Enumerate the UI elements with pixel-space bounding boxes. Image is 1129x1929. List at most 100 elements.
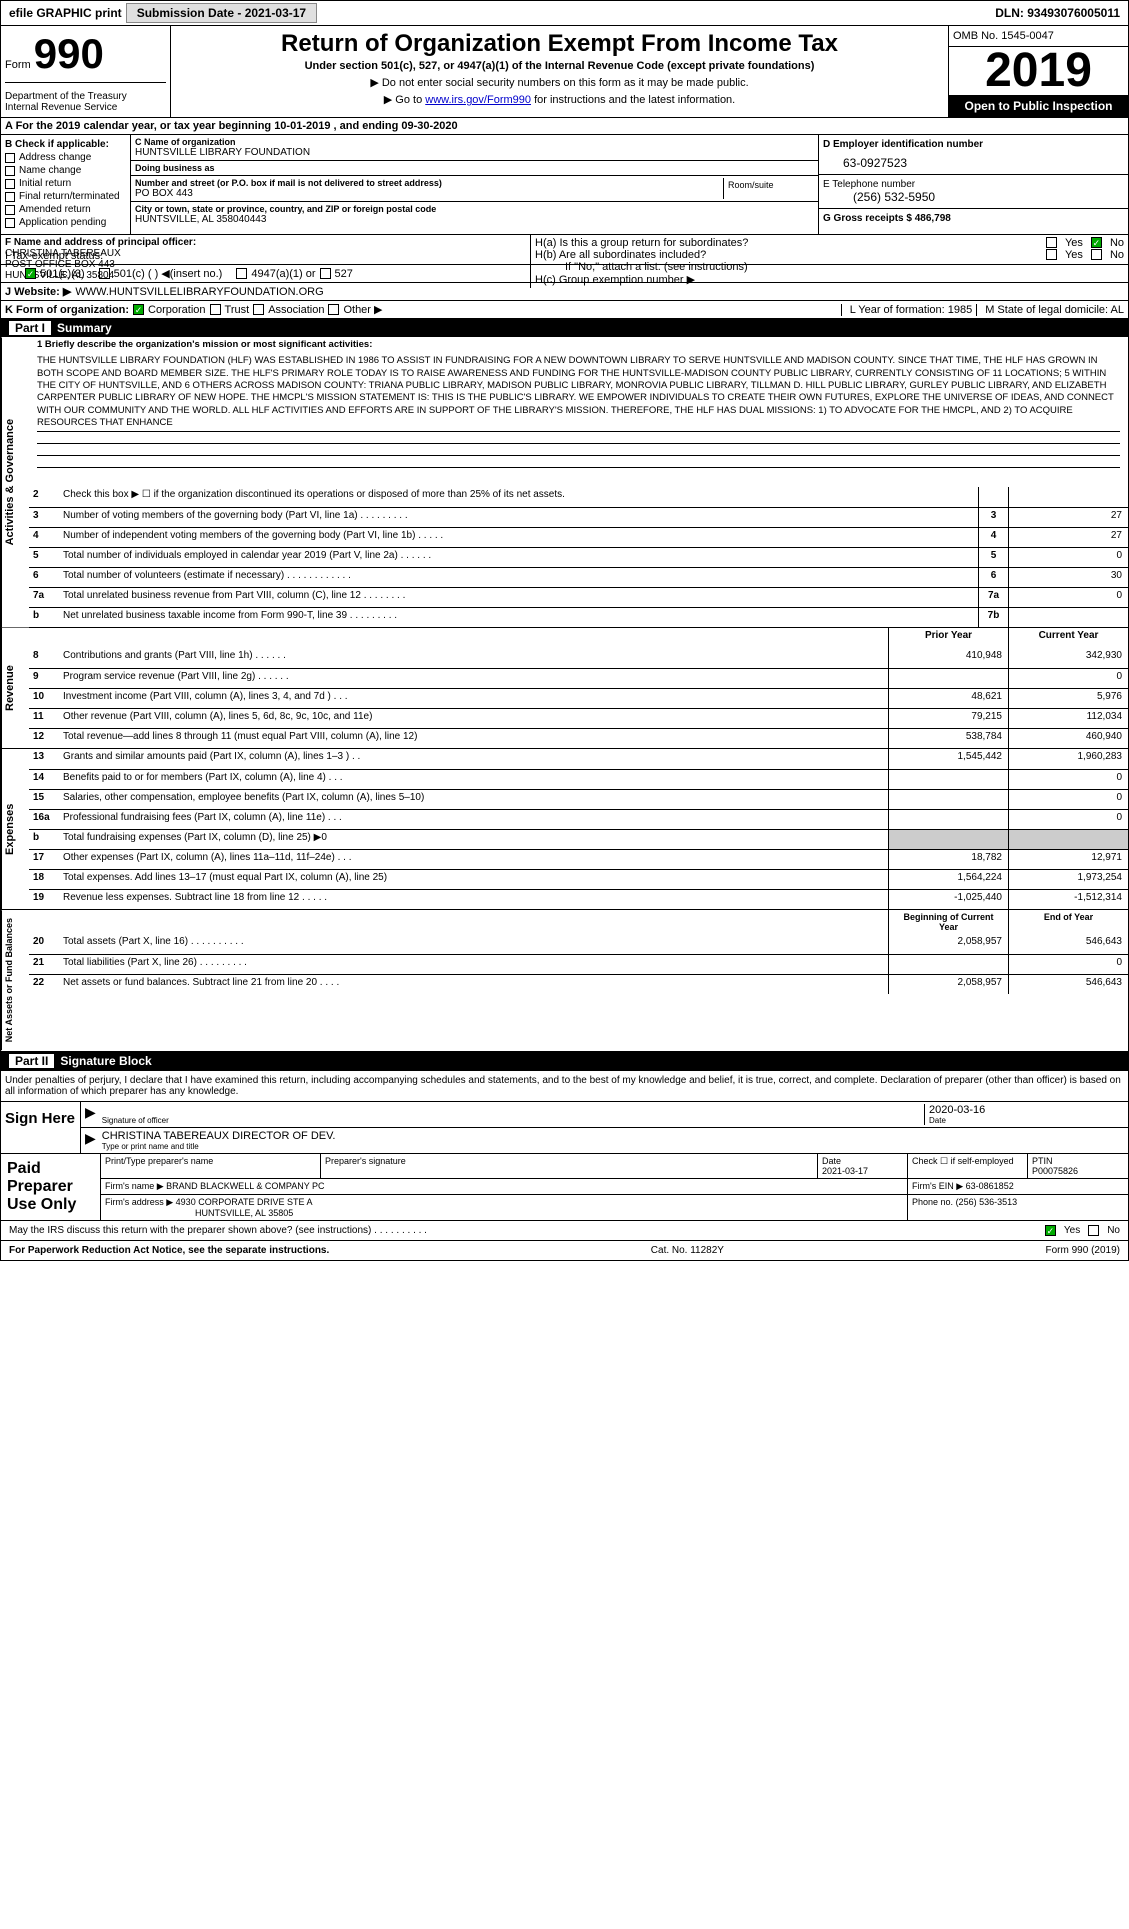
org-name-label: C Name of organization [135, 137, 814, 147]
website-value: WWW.HUNTSVILLELIBRARYFOUNDATION.ORG [75, 286, 323, 298]
line-desc: Total expenses. Add lines 13–17 (must eq… [59, 870, 888, 889]
line-desc: Program service revenue (Part VIII, line… [59, 669, 888, 688]
line-desc: Number of independent voting members of … [59, 528, 978, 547]
current-value: 0 [1008, 955, 1128, 974]
firm-ein: 63-0861852 [966, 1181, 1014, 1191]
line-num: 16a [29, 810, 59, 829]
column-b: B Check if applicable: Address change Na… [1, 135, 131, 234]
efile-label: efile GRAPHIC print [9, 6, 122, 20]
line-value: 0 [1008, 548, 1128, 567]
line-num: 9 [29, 669, 59, 688]
prior-value: 2,058,957 [888, 975, 1008, 994]
print-name-label: Type or print name and title [102, 1142, 1124, 1151]
check-name-change[interactable]: Name change [5, 165, 126, 176]
current-value: 460,940 [1008, 729, 1128, 748]
website-label: J Website: ▶ [5, 285, 71, 298]
discuss-question: May the IRS discuss this return with the… [9, 1225, 427, 1236]
check-501c3[interactable]: ✓ [25, 268, 36, 279]
goto-line: Go to www.irs.gov/Form990 for instructio… [179, 93, 940, 106]
l-year: L Year of formation: 1985 [841, 304, 973, 316]
current-value: 0 [1008, 790, 1128, 809]
discuss-yes[interactable]: ✓ [1045, 1225, 1056, 1236]
prior-value [888, 790, 1008, 809]
ha-no[interactable]: ✓ [1091, 237, 1102, 248]
check-initial-return[interactable]: Initial return [5, 178, 126, 189]
check-other[interactable] [328, 304, 339, 315]
line-desc: Total liabilities (Part X, line 26) . . … [59, 955, 888, 974]
check-501c[interactable] [99, 268, 110, 279]
line-desc: Contributions and grants (Part VIII, lin… [59, 648, 888, 668]
paperwork-notice: For Paperwork Reduction Act Notice, see … [9, 1245, 329, 1256]
irs-link[interactable]: www.irs.gov/Form990 [425, 94, 531, 106]
line-box-num: 7a [978, 588, 1008, 607]
prior-value: 18,782 [888, 850, 1008, 869]
line-desc: Check this box ▶ ☐ if the organization d… [59, 487, 978, 507]
line-num: 6 [29, 568, 59, 587]
prior-value [888, 955, 1008, 974]
self-employed-check[interactable]: Check ☐ if self-employed [908, 1154, 1028, 1178]
check-application-pending[interactable]: Application pending [5, 217, 126, 228]
address-label: Number and street (or P.O. box if mail i… [135, 178, 723, 188]
current-value: 5,976 [1008, 689, 1128, 708]
check-association[interactable] [253, 304, 264, 315]
part2-header: Part IISignature Block [1, 1051, 1128, 1070]
check-final-return[interactable]: Final return/terminated [5, 191, 126, 202]
hb-label: H(b) Are all subordinates included? [535, 249, 706, 261]
line-num: 18 [29, 870, 59, 889]
firm-phone: (256) 536-3513 [956, 1197, 1018, 1207]
line-desc: Benefits paid to or for members (Part IX… [59, 770, 888, 789]
line-value [1008, 608, 1128, 627]
prior-value: 1,545,442 [888, 749, 1008, 769]
name-arrow-icon: ▶ [85, 1130, 96, 1151]
submission-date-button[interactable]: Submission Date - 2021-03-17 [126, 3, 317, 23]
current-value: 1,973,254 [1008, 870, 1128, 889]
line-num: b [29, 830, 59, 849]
sig-officer-label: Signature of officer [102, 1116, 924, 1125]
prior-value [888, 830, 1008, 849]
line-box-num: 5 [978, 548, 1008, 567]
discuss-no[interactable] [1088, 1225, 1099, 1236]
ha-yes[interactable] [1046, 237, 1057, 248]
hb-yes[interactable] [1046, 249, 1057, 260]
current-value: 342,930 [1008, 648, 1128, 668]
line-num: 21 [29, 955, 59, 974]
column-d: D Employer identification number 63-0927… [818, 135, 1128, 234]
prior-value [888, 810, 1008, 829]
line-num: 3 [29, 508, 59, 527]
telephone-value: (256) 532-5950 [823, 190, 1124, 204]
ptin-value: P00075826 [1032, 1166, 1124, 1176]
current-value: 546,643 [1008, 975, 1128, 994]
line-num: 22 [29, 975, 59, 994]
prior-value: 48,621 [888, 689, 1008, 708]
check-trust[interactable] [210, 304, 221, 315]
current-year-header: Current Year [1008, 628, 1128, 648]
line-num: 2 [29, 487, 59, 507]
line-desc: Other expenses (Part IX, column (A), lin… [59, 850, 888, 869]
sign-arrow-icon: ▶ [85, 1104, 96, 1125]
line-desc: Number of voting members of the governin… [59, 508, 978, 527]
cat-no: Cat. No. 11282Y [651, 1245, 724, 1256]
line-desc: Total number of volunteers (estimate if … [59, 568, 978, 587]
telephone-label: E Telephone number [823, 179, 915, 190]
current-value: 12,971 [1008, 850, 1128, 869]
form-subtitle: Under section 501(c), 527, or 4947(a)(1)… [179, 60, 940, 72]
line-desc: Salaries, other compensation, employee b… [59, 790, 888, 809]
hb-no[interactable] [1091, 249, 1102, 260]
check-4947[interactable] [236, 268, 247, 279]
sig-date-label: Date [929, 1116, 1124, 1125]
form-footer: Form 990 (2019) [1046, 1245, 1120, 1256]
line-value: 27 [1008, 508, 1128, 527]
check-527[interactable] [320, 268, 331, 279]
city-label: City or town, state or province, country… [135, 204, 814, 214]
title-column: Return of Organization Exempt From Incom… [171, 26, 948, 117]
check-corporation[interactable]: ✓ [133, 304, 144, 315]
current-value: 112,034 [1008, 709, 1128, 728]
line-box-num: 3 [978, 508, 1008, 527]
ha-label: H(a) Is this a group return for subordin… [535, 237, 748, 249]
form-word: Form [5, 59, 31, 71]
check-amended[interactable]: Amended return [5, 204, 126, 215]
top-bar: efile GRAPHIC print Submission Date - 20… [1, 1, 1128, 25]
check-address-change[interactable]: Address change [5, 152, 126, 163]
line-desc: Total unrelated business revenue from Pa… [59, 588, 978, 607]
room-suite-label: Room/suite [724, 178, 814, 199]
